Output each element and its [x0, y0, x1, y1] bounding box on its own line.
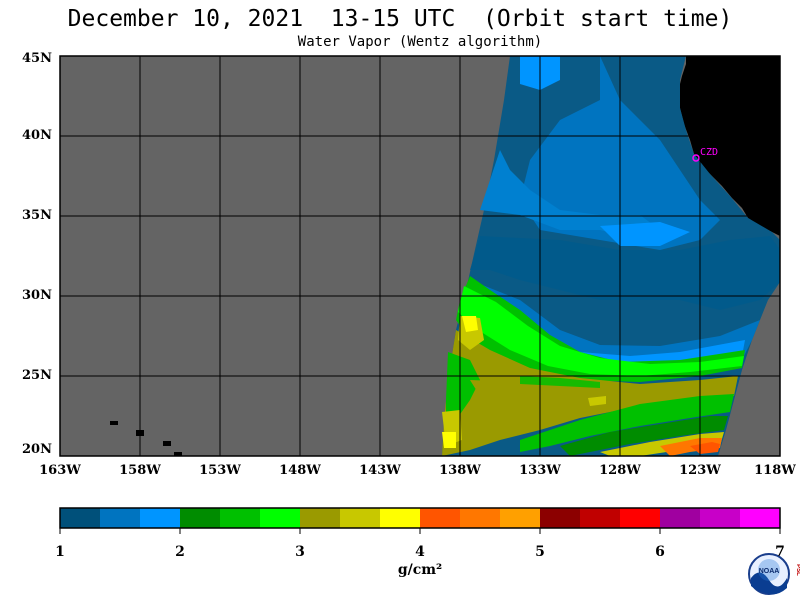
lat-label-40n: 40N — [22, 128, 52, 143]
colorbar-swatch — [540, 508, 581, 528]
colorbar-label-7: 7 — [775, 544, 785, 560]
colorbar-swatch — [100, 508, 141, 528]
colorbar-swatch — [740, 508, 781, 528]
colorbar-swatch — [260, 508, 301, 528]
noaa-logo-text: NOAA — [759, 568, 780, 575]
lon-label-158w: 158W — [119, 463, 161, 478]
colorbar-swatch — [580, 508, 621, 528]
colorbar-units: g/cm² — [397, 562, 443, 578]
lat-label-35n: 35N — [22, 208, 52, 223]
colorbar — [59, 507, 781, 534]
colorbar-swatch — [60, 508, 101, 528]
colorbar-label-1: 1 — [55, 544, 65, 560]
station-marker — [692, 154, 700, 162]
land-area — [678, 56, 780, 236]
colorbar-swatch — [460, 508, 501, 528]
colorbar-label-2: 2 — [175, 544, 185, 560]
colorbar-swatch — [660, 508, 701, 528]
map-grid — [60, 56, 780, 456]
lat-label-20n: 20N — [22, 442, 52, 457]
colorbar-swatch — [500, 508, 541, 528]
map-title: December 10, 2021 13-15 UTC (Orbit start… — [67, 6, 733, 32]
lon-label-118w: 118W — [754, 463, 796, 478]
noaa-logo: NOAA — [748, 553, 790, 595]
colorbar-swatch — [700, 508, 741, 528]
lat-label-25n: 25N — [22, 368, 52, 383]
map-subtitle: Water Vapor (Wentz algorithm) — [297, 34, 543, 50]
colorbar-label-6: 6 — [655, 544, 665, 560]
lon-label-128w: 128W — [599, 463, 641, 478]
colorbar-label-4: 4 — [415, 544, 425, 560]
satellite-swath — [442, 56, 780, 456]
lon-label-148w: 148W — [279, 463, 321, 478]
map-frame — [59, 55, 781, 457]
lon-label-133w: 133W — [519, 463, 561, 478]
colorbar-label-3: 3 — [295, 544, 305, 560]
colorbar-swatch — [140, 508, 181, 528]
psl-label: PSL — [795, 564, 800, 576]
station-label: CZD — [700, 147, 719, 158]
colorbar-swatch — [220, 508, 261, 528]
lon-label-143w: 143W — [359, 463, 401, 478]
lon-label-123w: 123W — [679, 463, 721, 478]
colorbar-swatch — [340, 508, 381, 528]
colorbar-swatch — [420, 508, 461, 528]
colorbar-label-5: 5 — [535, 544, 545, 560]
lat-label-30n: 30N — [22, 288, 52, 303]
colorbar-swatch — [620, 508, 661, 528]
lon-label-153w: 153W — [199, 463, 241, 478]
colorbar-swatch — [180, 508, 221, 528]
lat-label-45n: 45N — [22, 51, 52, 66]
lon-label-138w: 138W — [439, 463, 481, 478]
colorbar-swatch — [380, 508, 421, 528]
colorbar-swatch — [300, 508, 341, 528]
lon-label-163w: 163W — [39, 463, 81, 478]
